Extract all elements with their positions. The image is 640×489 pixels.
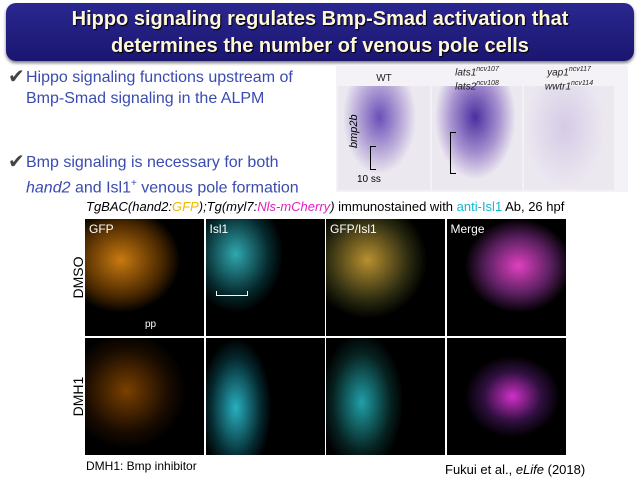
text: + [130,178,137,189]
text: Ab, 26 hpf [502,199,565,214]
annotation: pp [145,319,157,330]
text: and Isl1 [70,179,131,197]
text: Nls-mCherry [257,199,331,214]
text: ncv108 [476,80,499,88]
panel-label: GFP [89,222,114,236]
micrograph [205,337,325,455]
text: lats1 [455,67,477,79]
bullet-line: Bmp signaling is necessary for both [26,154,279,171]
text: ncv117 [568,66,591,73]
footnote: DMH1: Bmp inhibitor [86,459,197,473]
bullet: ✔ Hippo signaling functions upstream of … [8,67,293,109]
image [338,86,430,190]
micrograph [446,219,566,336]
row-label: DMH1 [70,376,86,416]
citation: Fukui et al., eLife (2018) [445,462,585,477]
text: TgBAC(hand2: [86,199,172,214]
text: hand2 [26,179,71,197]
micrograph [85,219,204,336]
check: ✔ [8,66,25,88]
title-line: Hippo signaling regulates Bmp-Smad activ… [71,8,569,30]
image [524,86,614,190]
title-line: determines the number of venous pole cel… [111,35,529,57]
panel-label: GFP/Isl1 [330,222,377,236]
text: ncv107 [476,66,499,73]
bullet-line: hand2 and Isl1+ venous pole formation [26,173,299,198]
bullet: ✔ Bmp signaling is necessary for both ha… [8,152,299,198]
text: ncv114 [571,80,594,88]
micrograph [446,337,566,455]
bullet-line: Bmp-Smad signaling in the ALPM [26,90,265,107]
text: ) [330,199,335,214]
micrograph [326,219,445,336]
gene-label: bmp2b [348,114,360,148]
text: lats2 [455,81,477,93]
check: ✔ [8,151,25,173]
micrograph [326,337,445,455]
text: (2018) [544,462,586,477]
text: );Tg(myl7: [198,199,258,214]
text: venous pole formation [136,179,299,197]
text: anti-Isl1 [456,199,503,214]
text: GFP [172,199,199,214]
scale-bar [215,291,248,296]
image [432,86,522,190]
text: immunostained with [334,199,457,214]
genotype: yap1ncv117 wwtr1ncv114 [524,64,614,93]
genotype: WT [376,73,392,84]
panel-label: Merge [450,222,485,236]
bracket [370,146,376,170]
text: yap1 [547,67,569,79]
bracket [450,132,456,174]
caption: TgBAC(hand2:GFP);Tg(myl7:Nls-mCherry) im… [86,199,564,214]
panel-label: Isl1 [209,222,229,236]
text: wwtr1 [544,81,572,93]
row-label: DMSO [70,256,86,299]
text: Fukui et al., [445,462,516,477]
title-banner: Hippo signaling regulates Bmp-Smad activ… [6,3,634,61]
text: eLife [515,462,545,477]
micrograph [85,337,204,455]
stage-label: 10 ss [357,174,381,185]
genotype: lats1ncv107 lats2ncv108 [432,64,522,93]
bullet-line: Hippo signaling functions upstream of [26,69,293,86]
micrograph [205,219,325,336]
